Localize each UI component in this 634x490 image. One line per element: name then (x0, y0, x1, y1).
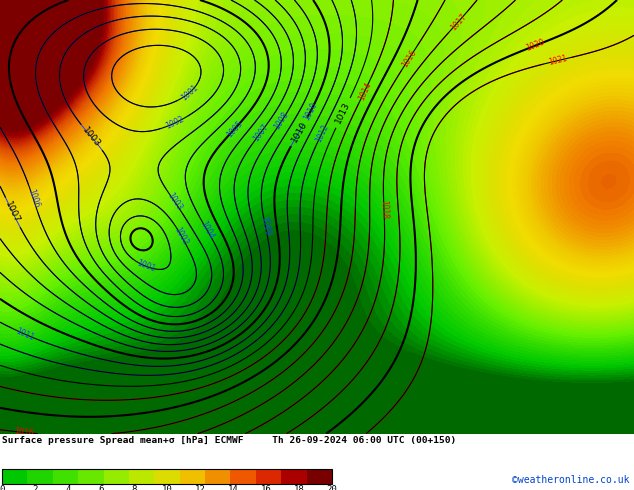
Text: 1021: 1021 (547, 54, 568, 67)
Text: 1001: 1001 (179, 83, 200, 102)
Text: 1016: 1016 (400, 48, 418, 69)
Bar (2, 469, 332, 484)
Text: 1003: 1003 (81, 125, 103, 149)
Text: 1013: 1013 (334, 100, 352, 125)
Text: 1020: 1020 (525, 38, 546, 53)
Text: 1011: 1011 (15, 326, 36, 343)
Text: 16: 16 (261, 486, 271, 490)
Bar (307, 469, 332, 484)
Text: 1004: 1004 (198, 219, 216, 241)
Text: 18: 18 (294, 486, 304, 490)
Text: Surface pressure Spread mean+σ [hPa] ECMWF     Th 26-09-2024 06:00 UTC (00+150): Surface pressure Spread mean+σ [hPa] ECM… (2, 436, 456, 444)
Text: 1009: 1009 (259, 216, 272, 237)
Text: 1008: 1008 (273, 110, 290, 131)
Text: 1018: 1018 (379, 199, 389, 219)
Bar (179, 469, 205, 484)
Bar (256, 469, 281, 484)
Text: 1001: 1001 (136, 259, 157, 274)
Text: 1017: 1017 (449, 12, 468, 32)
Bar (129, 469, 154, 484)
Text: 1005: 1005 (224, 119, 244, 139)
Text: 1007: 1007 (4, 200, 22, 225)
Text: 20: 20 (327, 486, 337, 490)
Text: 1002: 1002 (172, 225, 190, 246)
Text: 4: 4 (65, 486, 70, 490)
Text: 1016: 1016 (14, 427, 34, 438)
Bar (78, 469, 103, 484)
Text: 1012: 1012 (314, 122, 330, 144)
Text: 10: 10 (162, 486, 172, 490)
Text: 1014: 1014 (356, 80, 373, 102)
Bar (231, 469, 256, 484)
Text: 6: 6 (98, 486, 104, 490)
Text: 0: 0 (0, 486, 4, 490)
Text: 12: 12 (195, 486, 205, 490)
Text: 2: 2 (32, 486, 37, 490)
Text: 14: 14 (228, 486, 238, 490)
Bar (154, 469, 179, 484)
Bar (281, 469, 307, 484)
Text: 1006: 1006 (26, 188, 41, 209)
Text: 1007: 1007 (251, 122, 270, 143)
Text: ©weatheronline.co.uk: ©weatheronline.co.uk (512, 475, 630, 485)
Bar (205, 469, 231, 484)
Text: 1010: 1010 (290, 120, 309, 144)
Bar (2, 469, 27, 484)
Text: 1010: 1010 (302, 101, 319, 122)
Bar (103, 469, 129, 484)
Text: 1003: 1003 (165, 191, 183, 212)
Text: 1002: 1002 (164, 115, 185, 131)
Text: 8: 8 (131, 486, 137, 490)
Bar (53, 469, 78, 484)
Bar (27, 469, 53, 484)
